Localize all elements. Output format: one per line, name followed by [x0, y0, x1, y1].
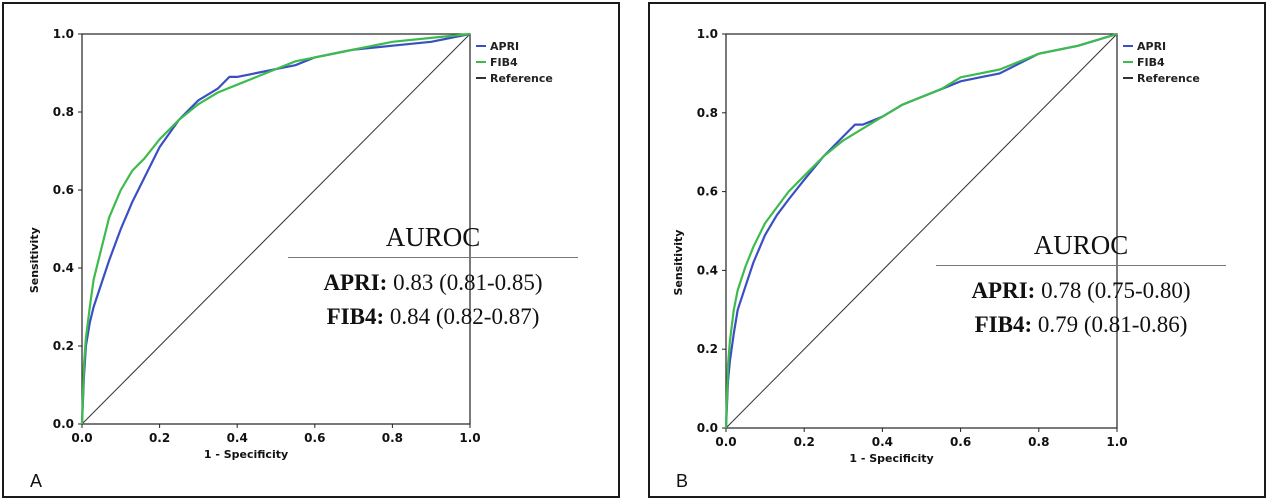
x-tick-label: 0.4	[872, 435, 893, 449]
y-tick-label: 0.2	[697, 342, 718, 356]
y-tick-label: 0.2	[53, 339, 74, 353]
series-line-apri	[724, 32, 1118, 429]
auroc-label-apri: APRI:	[323, 270, 388, 295]
series-line-fib4	[80, 32, 471, 425]
x-tick-label: 0.0	[71, 431, 92, 445]
legend-label-apri: APRI	[1137, 40, 1166, 53]
chart-panel-a: 0.0 0.2 0.4 0.6 0.8 1.0 0.0 0.2 0.4 0.6 0.8 1.0 1 - …	[2, 2, 620, 498]
auroc-value-fib4: 0.79 (0.81-0.86)	[1037, 312, 1188, 337]
x-tick-label: 0.8	[382, 431, 403, 445]
x-axis-title: 1 - Specificity	[204, 448, 288, 461]
auroc-annotation-b: AUROC APRI: 0.78 (0.75-0.80) FIB4: 0.79 …	[936, 230, 1226, 342]
legend-label-reference: Reference	[1137, 72, 1200, 85]
series-line-reference	[81, 33, 471, 425]
series-line-fib4	[724, 32, 1118, 429]
x-tick-label: 0.2	[794, 435, 815, 449]
legend-label-fib4: FIB4	[1137, 56, 1165, 69]
y-tick-label: 0.4	[697, 263, 718, 277]
auroc-annotation-a: AUROC APRI: 0.83 (0.81-0.85) FIB4: 0.84 …	[288, 222, 578, 334]
legend-label-reference: Reference	[490, 72, 553, 85]
y-tick-label: 0.6	[53, 183, 74, 197]
auroc-value-apri: 0.83 (0.81-0.85)	[393, 270, 543, 295]
plot-frame	[725, 33, 1118, 429]
legend-label-apri: APRI	[490, 40, 519, 53]
plot-frame	[81, 33, 471, 425]
y-axis-title: Sensitivity	[28, 227, 41, 293]
y-tick-label: 0.6	[697, 185, 718, 199]
roc-chart-a: 0.0 0.2 0.4 0.6 0.8 1.0 0.0 0.2 0.4 0.6 0.8 1.0 1 - …	[28, 27, 553, 461]
auroc-row-fib4: FIB4: 0.79 (0.81-0.86)	[936, 308, 1226, 342]
y-tick-label: 1.0	[697, 27, 718, 41]
auroc-row-apri: APRI: 0.83 (0.81-0.85)	[288, 266, 578, 300]
x-tick-label: 0.4	[227, 431, 248, 445]
x-tick-label: 0.6	[950, 435, 971, 449]
auroc-row-apri: APRI: 0.78 (0.75-0.80)	[936, 274, 1226, 308]
roc-chart-b: 0.0 0.2 0.4 0.6 0.8 1.0 0.0 0.2 0.4 0.6 0.8 1.0 1 - …	[672, 27, 1200, 465]
panel-label-a: A	[30, 471, 43, 491]
auroc-row-fib4: FIB4: 0.84 (0.82-0.87)	[288, 300, 578, 334]
x-tick-label: 0.0	[715, 435, 736, 449]
series-line-reference	[725, 33, 1118, 429]
y-tick-label: 0.8	[53, 105, 74, 119]
auroc-value-fib4: 0.84 (0.82-0.87)	[389, 304, 540, 329]
auroc-title: AUROC	[936, 230, 1226, 266]
auroc-value-apri: 0.78 (0.75-0.80)	[1041, 278, 1191, 303]
y-tick-label: 0.8	[697, 106, 718, 120]
x-axis-title: 1 - Specificity	[849, 452, 933, 465]
auroc-label-apri: APRI:	[971, 278, 1036, 303]
x-tick-label: 0.2	[149, 431, 170, 445]
auroc-label-fib4: FIB4:	[326, 304, 385, 329]
y-tick-label: 0.0	[53, 417, 74, 431]
y-tick-label: 1.0	[53, 27, 74, 41]
auroc-title: AUROC	[288, 222, 578, 258]
y-tick-label: 0.4	[53, 261, 74, 275]
y-tick-label: 0.0	[697, 421, 718, 435]
x-tick-label: 0.8	[1028, 435, 1049, 449]
chart-panel-b: 0.0 0.2 0.4 0.6 0.8 1.0 0.0 0.2 0.4 0.6 0.8 1.0 1 - …	[648, 2, 1266, 498]
y-axis-title: Sensitivity	[672, 230, 685, 296]
panel-label-b: B	[676, 471, 689, 491]
x-tick-label: 0.6	[304, 431, 325, 445]
x-tick-label: 1.0	[459, 431, 480, 445]
legend-label-fib4: FIB4	[490, 56, 518, 69]
x-tick-label: 1.0	[1106, 435, 1127, 449]
auroc-label-fib4: FIB4:	[974, 312, 1033, 337]
